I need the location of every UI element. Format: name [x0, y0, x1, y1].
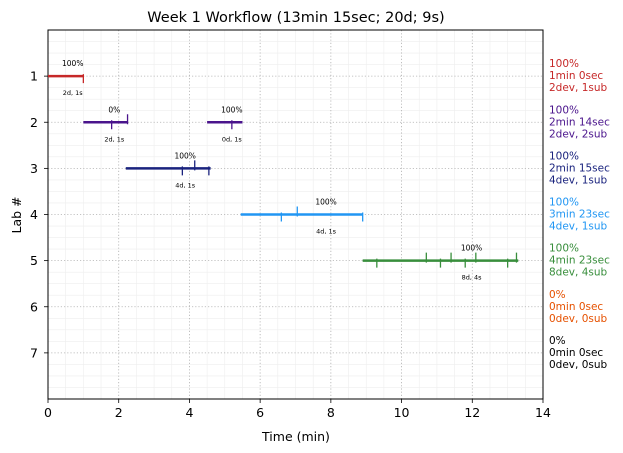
lab-summary-line: 100%	[549, 150, 579, 162]
y-tick-label: 2	[30, 115, 38, 130]
x-tick-label: 6	[256, 405, 264, 420]
x-tick-label: 14	[535, 405, 551, 420]
x-axis-ticks: 0 2 4 6 8 10 12 14	[44, 399, 551, 420]
chart-title: Week 1 Workflow (13min 15sec; 20d; 9s)	[147, 10, 444, 26]
lab-summary-line: 0dev, 0sub	[549, 313, 608, 325]
lab-summary-line: 4dev, 1sub	[549, 221, 608, 233]
lab-summary-line: 8dev, 4sub	[549, 267, 608, 279]
lab-summary-line: 2dev, 2sub	[549, 128, 608, 140]
segment-count-label: 0d, 1s	[222, 135, 243, 143]
lab-summary-line: 0%	[549, 289, 566, 301]
x-axis-label: Time (min)	[261, 429, 330, 444]
lab-summary-line: 3min 23sec	[549, 209, 610, 221]
y-tick-label: 7	[30, 345, 38, 360]
lab-summary-line: 0%	[549, 335, 566, 347]
y-axis-ticks: 1 2 3 4 5 6 7	[30, 69, 48, 360]
lab-segments: 100% 2d, 1s 0% 2d, 1s 100% 0d, 1s 100% 4d, 1s 10…	[48, 59, 519, 282]
lab-summary-line: 2min 14sec	[549, 116, 610, 128]
lab-summary-line: 0dev, 0sub	[549, 359, 608, 371]
segment-count-label: 2d, 1s	[63, 89, 84, 97]
x-tick-label: 4	[185, 405, 193, 420]
lab-summary-line: 2dev, 1sub	[549, 82, 608, 94]
segment-percent-label: 100%	[315, 198, 336, 207]
x-tick-label: 2	[115, 405, 123, 420]
y-tick-label: 4	[30, 207, 38, 222]
segment-count-label: 4d, 1s	[316, 228, 337, 236]
segment-count-label: 8d, 4s	[462, 274, 483, 282]
segment-percent-label: 0%	[108, 105, 120, 114]
y-tick-label: 1	[30, 69, 38, 84]
lab-summary-line: 2min 15sec	[549, 162, 610, 174]
major-grid	[48, 30, 543, 399]
y-axis-label: Lab #	[9, 196, 24, 233]
lab-summary-line: 100%	[549, 58, 579, 70]
x-tick-label: 8	[327, 405, 335, 420]
lab-summary-line: 1min 0sec	[549, 70, 603, 82]
y-tick-label: 3	[30, 161, 38, 176]
y-tick-label: 6	[30, 299, 38, 314]
lab-summary-line: 0min 0sec	[549, 301, 603, 313]
lab-summary-line: 4dev, 1sub	[549, 174, 608, 186]
segment-count-label: 2d, 1s	[104, 135, 125, 143]
lab-summary-line: 100%	[549, 243, 579, 255]
segment-percent-label: 100%	[461, 244, 482, 253]
segment-percent-label: 100%	[174, 151, 195, 160]
segment-percent-label: 100%	[62, 59, 83, 68]
x-tick-label: 10	[394, 405, 410, 420]
y-tick-label: 5	[30, 253, 38, 268]
lab-summary-line: 0min 0sec	[549, 347, 603, 359]
segment-percent-label: 100%	[221, 105, 242, 114]
lab-summary-line: 4min 23sec	[549, 255, 610, 267]
lab-summary-line: 100%	[549, 104, 579, 116]
lab-summary-line: 100%	[549, 197, 579, 209]
x-tick-label: 12	[464, 405, 480, 420]
segment-count-label: 4d, 1s	[175, 181, 196, 189]
x-tick-label: 0	[44, 405, 52, 420]
